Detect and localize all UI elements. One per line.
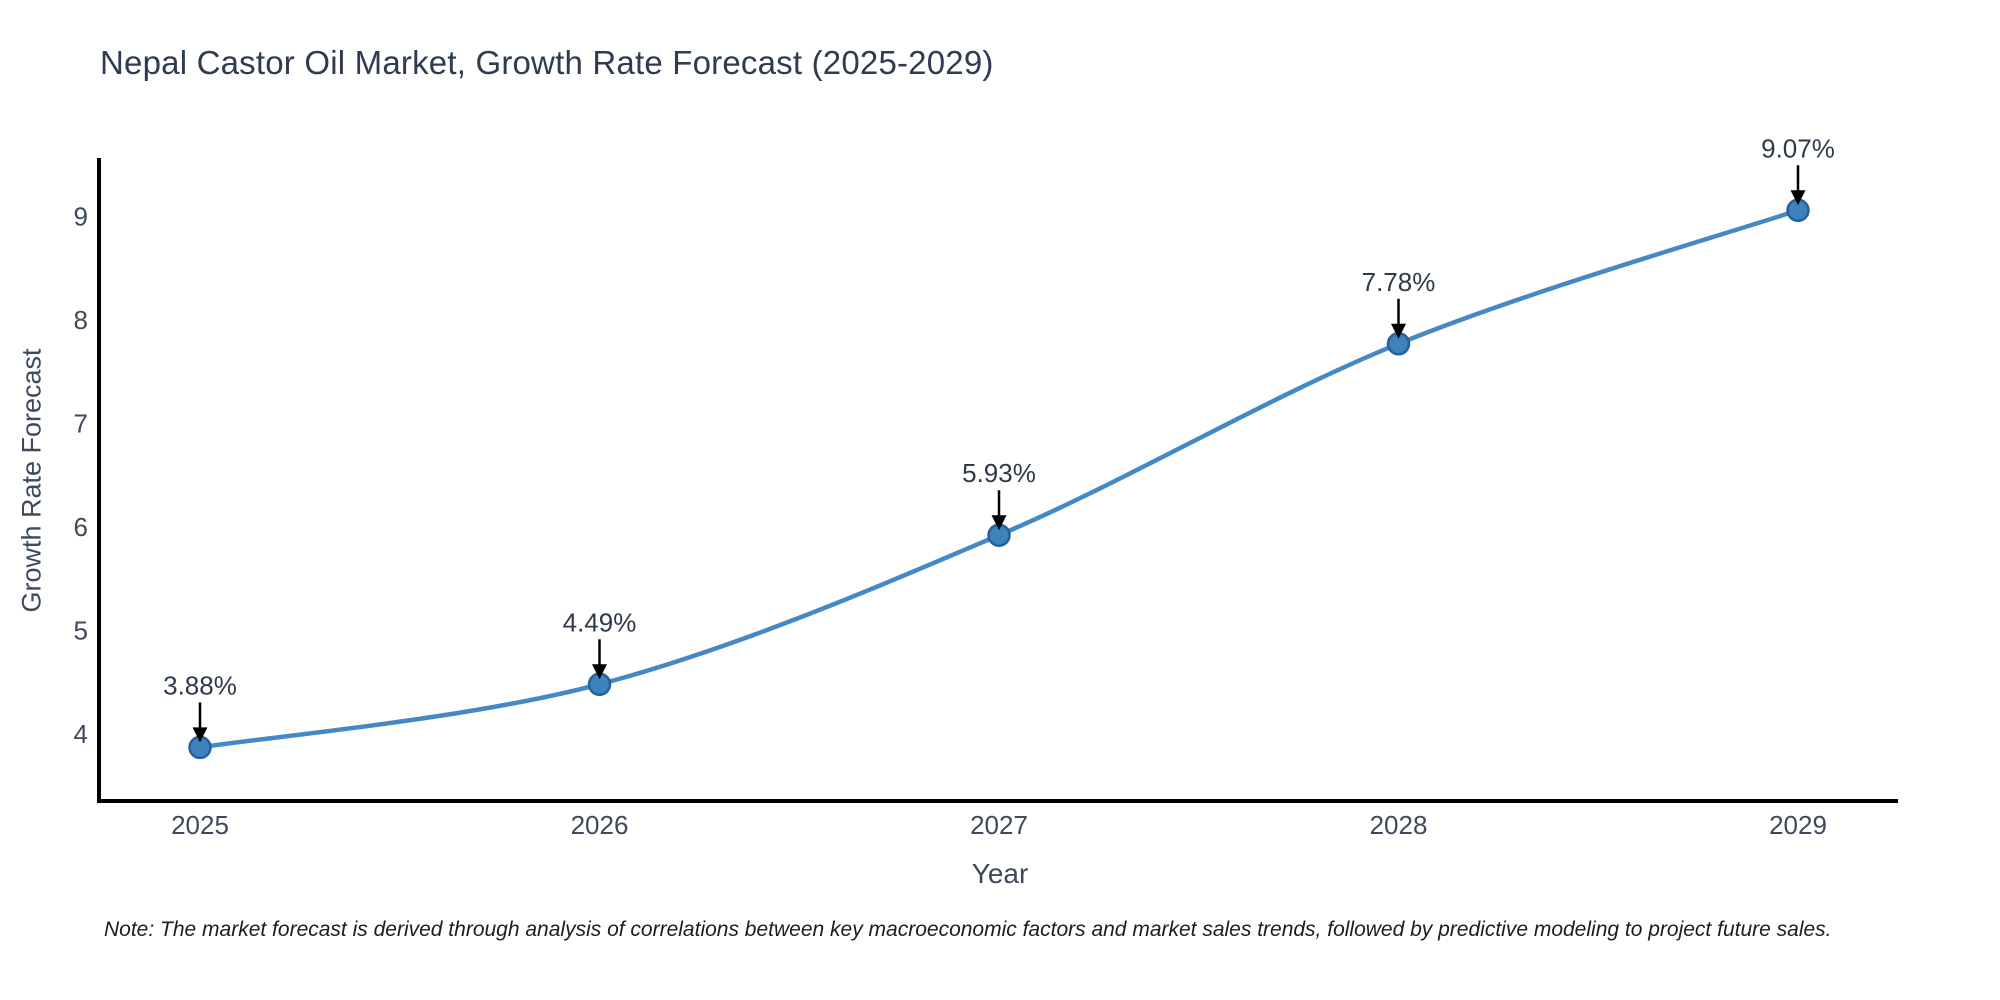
chart-title: Nepal Castor Oil Market, Growth Rate For…: [100, 44, 994, 81]
annotation-label-2027: 5.93%: [962, 458, 1036, 488]
y-tick-label-5: 5: [74, 616, 88, 646]
x-tick-label-2029: 2029: [1769, 810, 1827, 840]
annotation-arrowhead-2026: [592, 664, 607, 680]
annotation-arrowhead-2025: [192, 727, 208, 743]
annotation-label-2028: 7.78%: [1362, 267, 1436, 297]
annotation-label-2029: 9.07%: [1761, 133, 1835, 163]
y-tick-label-4: 4: [74, 719, 88, 749]
x-tick-label-2027: 2027: [970, 810, 1028, 840]
x-tick-label-2028: 2028: [1370, 810, 1428, 840]
annotation-label-2026: 4.49%: [563, 607, 637, 637]
y-tick-label-8: 8: [74, 305, 88, 335]
x-tick-label-2025: 2025: [171, 810, 229, 840]
x-axis-label: Year: [971, 858, 1029, 889]
annotation-arrowhead-2029: [1790, 190, 1806, 206]
y-tick-label-6: 6: [74, 512, 88, 542]
annotation-arrowhead-2028: [1391, 323, 1406, 339]
footnote: Note: The market forecast is derived thr…: [104, 918, 1832, 941]
y-tick-label-7: 7: [74, 409, 88, 439]
y-tick-label-9: 9: [74, 202, 88, 232]
annotation-label-2025: 3.88%: [163, 670, 237, 700]
annotation-arrowhead-2027: [991, 515, 1007, 531]
x-tick-label-2026: 2026: [571, 810, 629, 840]
